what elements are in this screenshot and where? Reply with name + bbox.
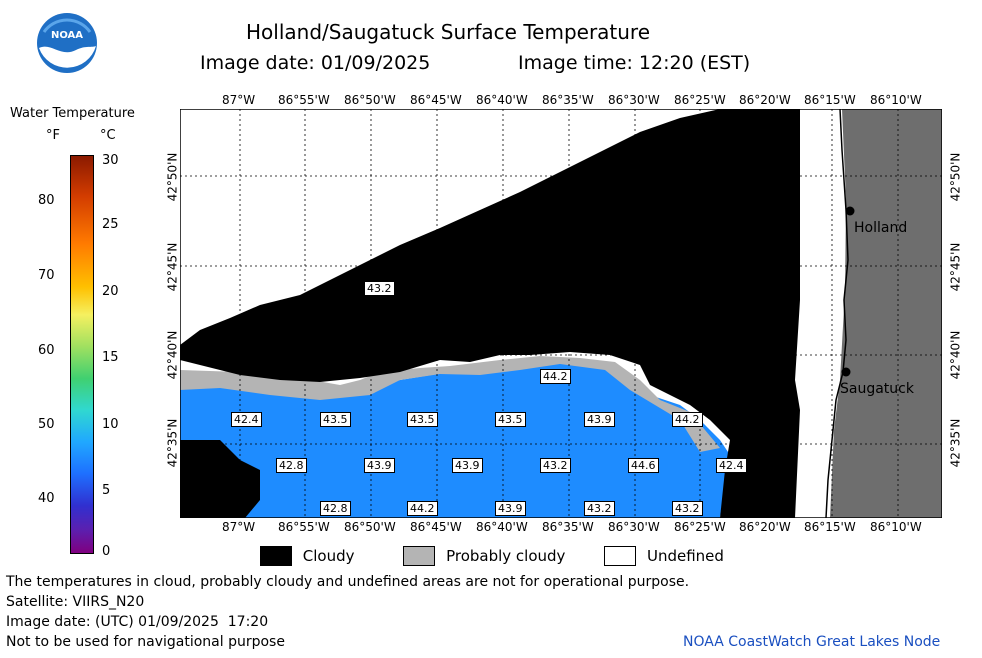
- disclaimer-text: The temperatures in cloud, probably clou…: [6, 574, 690, 590]
- c-tick: 5: [102, 483, 111, 498]
- noaa-logo-text: NOAA: [51, 30, 83, 41]
- temp-label: 43.2: [584, 501, 615, 516]
- land-area: [830, 109, 942, 518]
- temp-label: 43.5: [320, 412, 351, 427]
- colorbar-unit-c: °C: [100, 128, 116, 143]
- colorbar-title: Water Temperature: [10, 106, 135, 121]
- map-legend: Cloudy Probably cloudy Undefined: [260, 546, 724, 566]
- lon-label: 86°30'W: [608, 93, 660, 107]
- saugatuck-marker: [841, 367, 851, 377]
- colorbar-unit-f: °F: [46, 128, 60, 143]
- shoreline: [825, 109, 849, 518]
- city-label-holland: Holland: [854, 220, 908, 236]
- lon-label: 86°15'W: [804, 93, 856, 107]
- page-title: Holland/Saugatuck Surface Temperature: [246, 20, 651, 44]
- temp-label: 43.9: [584, 412, 615, 427]
- temp-label: 43.9: [495, 501, 526, 516]
- lon-label: 86°55'W: [278, 93, 330, 107]
- temp-label: 43.5: [407, 412, 438, 427]
- temp-label: 43.2: [540, 458, 571, 473]
- temp-label: 44.2: [672, 412, 703, 427]
- c-tick: 10: [102, 417, 119, 432]
- lat-label: 42°40'N: [165, 330, 180, 380]
- lon-label: 86°10'W: [870, 93, 922, 107]
- temp-label: 42.4: [231, 412, 262, 427]
- c-tick: 30: [102, 153, 119, 168]
- sst-map: [180, 109, 942, 518]
- colorbar: [70, 155, 94, 554]
- image-date: Image date: 01/09/2025: [200, 52, 431, 74]
- f-tick: 40: [38, 491, 55, 506]
- lat-label: 42°50'N: [165, 152, 180, 202]
- noaa-logo: NOAA: [36, 12, 98, 74]
- temp-label: 44.2: [407, 501, 438, 516]
- f-tick: 60: [38, 343, 55, 358]
- lon-label: 86°15'W: [804, 520, 856, 534]
- graticule: [180, 109, 942, 518]
- temp-label: 42.8: [276, 458, 307, 473]
- utc-date-text: Image date: (UTC) 01/09/2025 17:20: [6, 614, 269, 630]
- lat-label: 42°50'N: [948, 152, 963, 202]
- lon-label: 86°35'W: [542, 520, 594, 534]
- cloudy-swatch: [260, 546, 292, 566]
- lon-label: 86°50'W: [344, 93, 396, 107]
- f-tick: 80: [38, 193, 55, 208]
- legend-cloudy-label: Cloudy: [302, 546, 355, 565]
- lon-label: 86°30'W: [608, 520, 660, 534]
- lon-label: 86°40'W: [476, 93, 528, 107]
- lat-label: 42°35'N: [948, 418, 963, 468]
- lon-label: 86°40'W: [476, 520, 528, 534]
- lat-label: 42°45'N: [948, 242, 963, 292]
- lon-label: 86°45'W: [410, 520, 462, 534]
- image-time: Image time: 12:20 (EST): [518, 52, 751, 74]
- c-tick: 20: [102, 284, 119, 299]
- lon-label: 86°35'W: [542, 93, 594, 107]
- cloudy-area: [180, 440, 260, 518]
- lon-label: 86°45'W: [410, 93, 462, 107]
- lon-label: 87°W: [222, 93, 256, 107]
- lat-label: 42°35'N: [165, 418, 180, 468]
- lon-label: 86°25'W: [674, 93, 726, 107]
- lon-label: 87°W: [222, 520, 256, 534]
- temp-label: 42.8: [320, 501, 351, 516]
- temp-label: 42.4: [716, 458, 747, 473]
- temp-label: 43.9: [364, 458, 395, 473]
- lon-label: 86°50'W: [344, 520, 396, 534]
- cloudy-area: [180, 109, 800, 518]
- lon-label: 86°20'W: [739, 520, 791, 534]
- f-tick: 50: [38, 417, 55, 432]
- c-tick: 0: [102, 544, 111, 559]
- lon-label: 86°10'W: [870, 520, 922, 534]
- temp-label: 44.6: [628, 458, 659, 473]
- satellite-text: Satellite: VIIRS_N20: [6, 594, 145, 610]
- probably-cloudy-swatch: [403, 546, 436, 566]
- temp-label: 44.2: [540, 369, 571, 384]
- f-tick: 70: [38, 268, 55, 283]
- lon-label: 86°20'W: [739, 93, 791, 107]
- legend-probably-cloudy-label: Probably cloudy: [446, 546, 566, 565]
- c-tick: 15: [102, 350, 119, 365]
- legend-undefined-label: Undefined: [646, 546, 724, 565]
- temp-label: 43.2: [672, 501, 703, 516]
- temp-label: 43.2: [364, 281, 395, 296]
- lat-label: 42°45'N: [165, 242, 180, 292]
- lat-label: 42°40'N: [948, 330, 963, 380]
- undefined-swatch: [604, 546, 637, 566]
- holland-marker: [845, 206, 855, 216]
- credit-text: NOAA CoastWatch Great Lakes Node: [683, 634, 941, 650]
- temp-label: 43.9: [452, 458, 483, 473]
- city-label-saugatuck: Saugatuck: [840, 381, 914, 397]
- lon-label: 86°55'W: [278, 520, 330, 534]
- lon-label: 86°25'W: [674, 520, 726, 534]
- temp-label: 43.5: [495, 412, 526, 427]
- nav-warning-text: Not to be used for navigational purpose: [6, 634, 285, 650]
- c-tick: 25: [102, 217, 119, 232]
